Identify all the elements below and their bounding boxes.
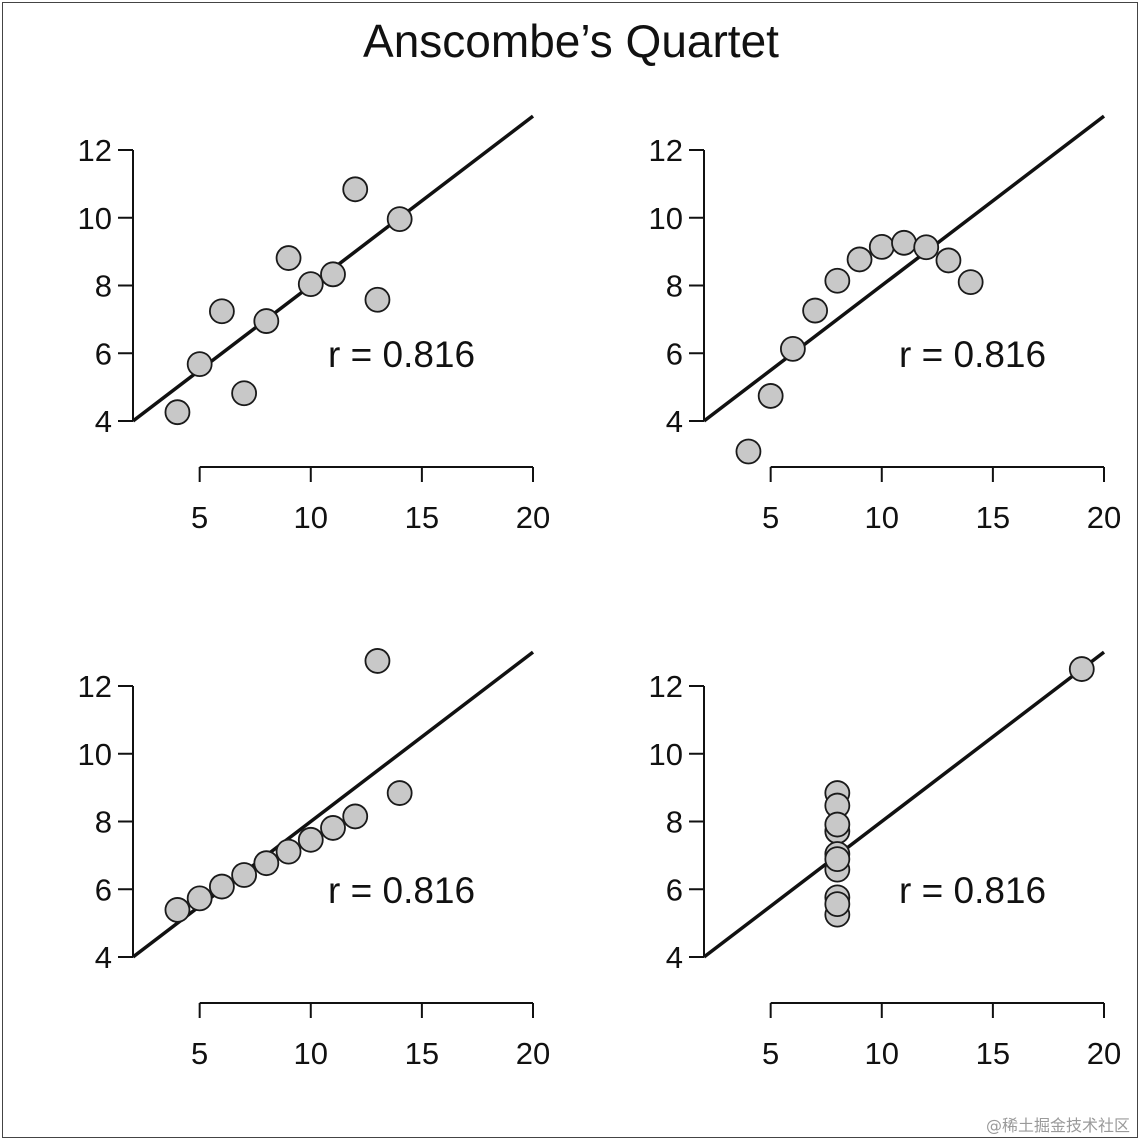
y-tick-label: 12 (78, 669, 112, 704)
data-point (231, 380, 258, 407)
x-tick-label: 20 (1087, 500, 1121, 535)
data-point (824, 891, 851, 918)
x-tick-label: 15 (405, 500, 439, 535)
panel-IV: 4 6 8 10 12 5 10 15 20 r = 0.816 (649, 650, 1121, 1071)
x-tick-label: 5 (191, 1036, 208, 1071)
y-tick-label: 4 (666, 404, 683, 439)
y-tick-label: 10 (78, 201, 112, 236)
data-point (913, 234, 940, 261)
x-tick-label: 15 (976, 1036, 1010, 1071)
x-tick-label: 20 (516, 500, 550, 535)
data-point (891, 229, 917, 256)
x-tick-label: 10 (294, 1036, 328, 1071)
data-point (802, 297, 829, 324)
correlation-annotation: r = 0.816 (899, 870, 1046, 911)
y-tick-label: 10 (649, 737, 683, 772)
x-tick-label: 5 (191, 500, 208, 535)
y-tick-label: 12 (649, 669, 683, 704)
data-point (186, 351, 213, 377)
y-tick-label: 4 (95, 404, 112, 439)
y-tick-label: 8 (95, 805, 112, 840)
regression-line (702, 650, 1106, 959)
data-point (253, 308, 280, 334)
data-point (342, 803, 369, 830)
y-tick-label: 8 (666, 269, 683, 304)
data-point (186, 885, 213, 912)
y-tick-label: 10 (78, 737, 112, 772)
x-tick-label: 20 (1087, 1036, 1121, 1071)
regression-line (702, 114, 1106, 423)
data-point (824, 267, 851, 294)
data-point (320, 815, 346, 841)
y-tick-label: 6 (95, 872, 112, 907)
data-point (1068, 656, 1095, 682)
y-tick-label: 4 (666, 940, 683, 975)
data-point (208, 873, 235, 900)
y-tick-label: 8 (666, 805, 683, 840)
data-point (164, 897, 191, 923)
data-point (208, 298, 235, 325)
correlation-annotation: r = 0.816 (899, 334, 1046, 375)
data-point (386, 206, 413, 233)
x-tick-label: 10 (294, 500, 328, 535)
panel-II: 4 6 8 10 12 5 10 15 20 r = 0.816 (649, 114, 1121, 535)
y-tick-label: 6 (666, 872, 683, 907)
data-point (364, 286, 391, 313)
data-point (297, 826, 324, 853)
data-point (297, 271, 324, 298)
x-tick-label: 10 (865, 500, 899, 535)
data-point (231, 862, 258, 888)
data-point (275, 245, 302, 271)
data-point (386, 780, 413, 806)
y-tick-label: 12 (78, 133, 112, 168)
data-point (824, 846, 851, 873)
y-tick-label: 12 (649, 133, 683, 168)
data-point (846, 246, 873, 273)
y-tick-label: 4 (95, 940, 112, 975)
panel-III: 4 6 8 10 12 5 10 15 20 r = 0.816 (78, 648, 550, 1071)
data-point (275, 838, 302, 865)
data-point (342, 176, 369, 203)
data-point (779, 335, 806, 362)
watermark-text: @稀土掘金技术社区 (985, 1116, 1130, 1135)
x-tick-label: 5 (762, 500, 779, 535)
panel-I: 4 6 8 10 12 5 10 15 20 r = 0.816 (78, 114, 550, 535)
y-tick-label: 6 (95, 336, 112, 371)
y-tick-label: 8 (95, 269, 112, 304)
data-point (320, 261, 346, 288)
data-point (824, 811, 851, 838)
y-tick-label: 10 (649, 201, 683, 236)
data-point (164, 399, 191, 426)
data-point (935, 247, 962, 274)
x-tick-label: 15 (976, 500, 1010, 535)
correlation-annotation: r = 0.816 (328, 870, 475, 911)
data-point (957, 269, 984, 296)
data-point (364, 648, 391, 674)
x-tick-label: 5 (762, 1036, 779, 1071)
data-point (253, 850, 280, 877)
correlation-annotation: r = 0.816 (328, 334, 475, 375)
x-tick-label: 15 (405, 1036, 439, 1071)
chart-title: Anscombe’s Quartet (363, 15, 779, 67)
data-point (757, 383, 784, 409)
data-point (868, 233, 895, 260)
x-tick-label: 20 (516, 1036, 550, 1071)
x-tick-label: 10 (865, 1036, 899, 1071)
regression-line (131, 650, 535, 959)
y-tick-label: 6 (666, 336, 683, 371)
data-point (735, 438, 762, 465)
